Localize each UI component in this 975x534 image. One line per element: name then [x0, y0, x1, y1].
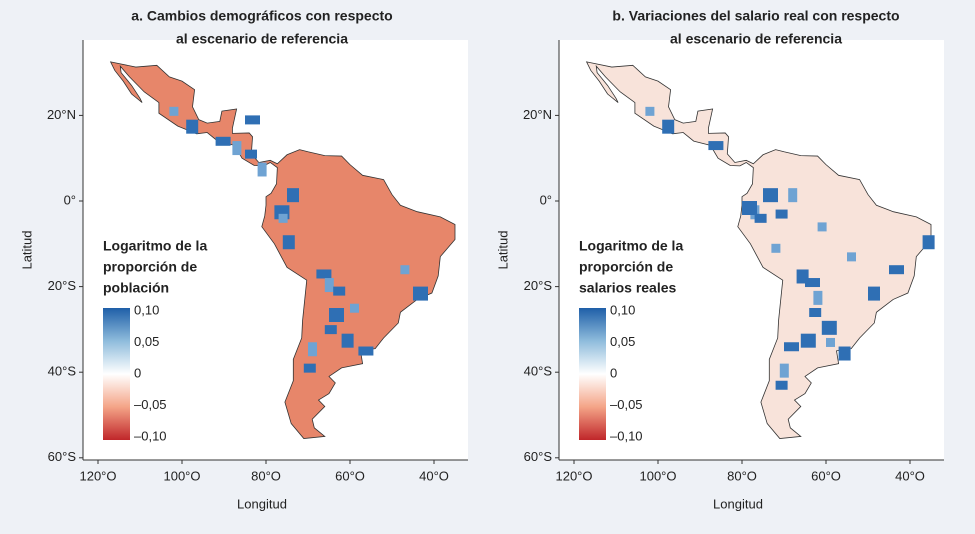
cell-patch: [847, 252, 856, 262]
cell-patch: [889, 265, 904, 275]
cell-patch: [805, 278, 820, 288]
cell-patch: [316, 269, 332, 279]
cell-patch: [645, 106, 655, 116]
cell-patch: [817, 222, 827, 232]
legend-label: 0,10: [134, 302, 159, 317]
x-tick-label: 120°O: [555, 468, 592, 483]
cell-patch: [169, 106, 179, 116]
legend-title: proporción de: [579, 259, 673, 275]
x-axis-label: Longitud: [237, 496, 287, 511]
legend-label: 0: [134, 365, 141, 380]
cell-patch: [287, 188, 299, 203]
x-tick-label: 40°O: [895, 468, 925, 483]
legend-label: 0,05: [610, 334, 635, 349]
x-tick-label: 60°O: [811, 468, 841, 483]
cell-patch: [779, 363, 789, 378]
legend-title: Logaritmo de la: [579, 238, 683, 254]
y-tick-label: 0°: [64, 192, 76, 207]
cell-patch: [413, 286, 428, 301]
cell-patch: [868, 286, 880, 301]
legend-label: –0,10: [610, 428, 643, 443]
y-tick-label: 20°N: [47, 107, 76, 122]
y-tick-label: 40°S: [48, 364, 77, 379]
x-tick-label: 60°O: [335, 468, 365, 483]
cell-patch: [775, 380, 788, 390]
panel-title: b. Variaciones del salario real con resp…: [612, 8, 899, 24]
cell-patch: [278, 213, 288, 223]
panel-title: al escenario de referencia: [176, 31, 348, 47]
y-tick-label: 0°: [540, 192, 552, 207]
x-tick-label: 100°O: [163, 468, 200, 483]
cell-patch: [333, 286, 346, 296]
legend-label: 0,10: [610, 302, 635, 317]
legend-title: población: [103, 280, 169, 296]
cell-patch: [788, 188, 798, 203]
legend-colorbar: [579, 308, 606, 440]
cell-patch: [708, 141, 724, 151]
cell-patch: [257, 162, 267, 177]
legend-label: 0: [610, 365, 617, 380]
y-tick-label: 40°S: [524, 364, 553, 379]
cell-patch: [282, 235, 295, 250]
cell-patch: [324, 325, 337, 335]
cell-patch: [800, 333, 816, 348]
legend-label: –0,10: [134, 428, 167, 443]
cell-patch: [771, 243, 781, 253]
cell-patch: [245, 149, 257, 159]
y-axis-label: Latitud: [19, 230, 34, 269]
legend-label: –0,05: [610, 397, 643, 412]
cell-patch: [922, 235, 935, 250]
map-panel: b. Variaciones del salario real con resp…: [495, 8, 944, 511]
x-tick-label: 120°O: [79, 468, 116, 483]
cell-patch: [813, 290, 823, 305]
map-panel: a. Cambios demográficos con respecto al e…: [19, 8, 468, 511]
y-tick-label: 60°S: [524, 449, 553, 464]
x-tick-label: 100°O: [639, 468, 676, 483]
y-tick-label: 60°S: [48, 449, 77, 464]
legend-title: salarios reales: [579, 280, 677, 296]
cell-patch: [784, 342, 799, 352]
cell-patch: [763, 188, 778, 203]
cell-patch: [324, 278, 334, 293]
cell-patch: [400, 265, 410, 275]
cell-patch: [809, 308, 822, 317]
cell-patch: [232, 141, 242, 156]
x-tick-label: 40°O: [419, 468, 449, 483]
cell-patch: [821, 320, 837, 335]
cell-patch: [329, 308, 344, 322]
cell-patch: [245, 115, 260, 125]
legend-title: proporción de: [103, 259, 197, 275]
y-tick-label: 20°S: [524, 278, 553, 293]
y-tick-label: 20°S: [48, 278, 77, 293]
legend-colorbar: [103, 308, 130, 440]
cell-patch: [350, 303, 359, 313]
cell-patch: [754, 213, 767, 223]
y-axis-label: Latitud: [495, 230, 510, 269]
x-tick-label: 80°O: [727, 468, 757, 483]
land: [585, 61, 932, 439]
x-tick-label: 80°O: [251, 468, 281, 483]
y-tick-label: 20°N: [523, 107, 552, 122]
cell-patch: [775, 209, 788, 219]
cell-patch: [838, 346, 851, 361]
panel-title: a. Cambios demográficos con respecto: [131, 8, 392, 24]
legend-label: 0,05: [134, 334, 159, 349]
cell-patch: [358, 346, 374, 356]
x-axis-label: Longitud: [713, 496, 763, 511]
legend-label: –0,05: [134, 397, 167, 412]
cell-patch: [308, 342, 317, 357]
land: [109, 61, 456, 439]
cell-patch: [341, 333, 354, 348]
cell-patch: [186, 119, 199, 134]
legend-title: Logaritmo de la: [103, 238, 207, 254]
cell-patch: [662, 119, 675, 134]
cell-patch: [303, 363, 316, 373]
panel-title: al escenario de referencia: [670, 31, 842, 47]
cell-patch: [826, 337, 835, 347]
cell-patch: [215, 136, 231, 146]
cell-patch: [742, 201, 757, 215]
